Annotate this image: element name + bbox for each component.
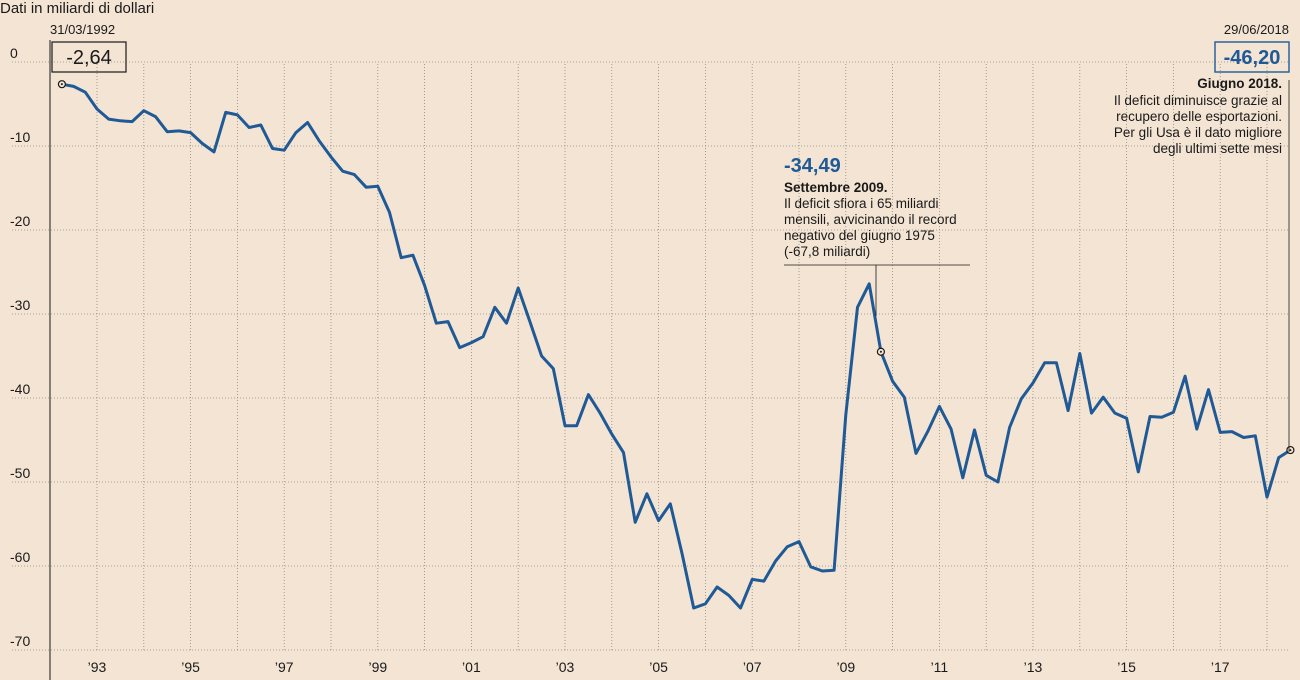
y-tick-label: 0: [10, 45, 18, 61]
y-tick-label: -60: [10, 549, 30, 565]
y-tick-label: -30: [10, 297, 30, 313]
x-tick-label: ’09: [836, 659, 855, 675]
y-tick-label: -50: [10, 465, 30, 481]
grid: [12, 40, 1289, 680]
y-tick-label: -40: [10, 381, 30, 397]
y-tick-label: -10: [10, 129, 30, 145]
peak-line-1: Il deficit sfiora i 65 miliardi: [784, 196, 939, 211]
end-date: 29/06/2018: [1224, 22, 1289, 37]
x-axis: ’93 ’95 ’97 ’99 ’01 ’03 ’05 ’07 ’09 ’11 ’13 ’15 ’17: [88, 659, 1230, 675]
data-point-marker-dot: [879, 350, 882, 353]
x-tick-label: ’07: [743, 659, 762, 675]
chart-subtitle: Dati in miliardi di dollari: [0, 0, 154, 17]
peak-line-4: (-67,8 miliardi): [784, 244, 870, 259]
x-tick-label: ’97: [275, 659, 294, 675]
peak-value: -34,49: [784, 155, 841, 177]
end-line-3: Per gli Usa è il dato migliore: [1114, 125, 1282, 140]
x-tick-label: ’11: [931, 659, 949, 675]
end-annotation: 29/06/2018 -46,20 Giugno 2018. Il defici…: [1114, 22, 1290, 452]
x-tick-label: ’99: [368, 659, 387, 675]
x-tick-label: ’95: [181, 659, 200, 675]
series-group: [57, 80, 1295, 610]
start-value-box: [51, 41, 127, 73]
start-date: 31/03/1992: [50, 22, 115, 37]
x-tick-label: ’93: [88, 659, 107, 675]
y-tick-label: -20: [10, 213, 30, 229]
peak-annotation: -34,49 Settembre 2009. Il deficit sfiora…: [784, 155, 970, 316]
x-tick-label: ’13: [1024, 659, 1043, 675]
x-tick-label: ’17: [1211, 659, 1230, 675]
end-line-2: recupero delle esportazioni.: [1116, 109, 1282, 124]
end-title: Giugno 2018.: [1197, 76, 1282, 91]
data-point-marker-dot: [60, 83, 63, 86]
peak-title: Settembre 2009.: [784, 180, 888, 195]
y-axis: 0 -10 -20 -30 -40 -50 -60 -70: [10, 45, 30, 649]
y-tick-label: -70: [10, 633, 30, 649]
end-value: -46,20: [1224, 47, 1281, 69]
x-tick-label: ’01: [462, 659, 481, 675]
end-line-1: Il deficit diminuisce grazie al: [1114, 93, 1282, 108]
x-tick-label: ’15: [1117, 659, 1136, 675]
x-tick-label: ’05: [649, 659, 668, 675]
series-line: [60, 82, 1292, 610]
start-value: -2,64: [66, 47, 112, 69]
end-line-4: degli ultimi sette mesi: [1153, 141, 1282, 156]
peak-line-3: negativo del giugno 1975: [784, 228, 935, 243]
start-annotation: 31/03/1992 -2,64: [50, 22, 127, 73]
end-value-box: [1214, 41, 1290, 73]
x-tick-label: ’03: [556, 659, 575, 675]
data-point-marker-dot: [1289, 449, 1292, 452]
peak-line-2: mensili, avvicinando il record: [784, 212, 957, 227]
